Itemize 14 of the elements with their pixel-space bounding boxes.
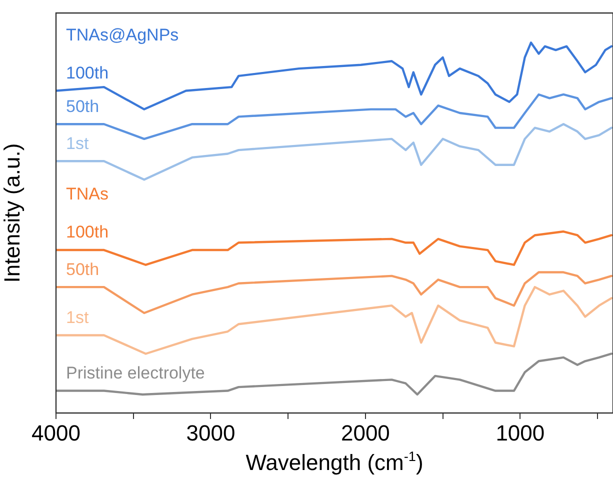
- series-label: 50th: [66, 96, 100, 116]
- annotation: TNAs@AgNPs: [66, 25, 179, 44]
- series-label: 50th: [66, 260, 100, 279]
- series-label: 1st: [66, 134, 89, 153]
- x-tick-label: 2000: [340, 420, 390, 446]
- annotation: TNAs: [66, 184, 108, 204]
- series-label: Pristine electrolyte: [66, 363, 205, 382]
- x-tick-label: 1000: [496, 420, 545, 446]
- series-label: 1st: [66, 308, 89, 327]
- series-label: 100th: [66, 63, 109, 82]
- x-tick-label: 4000: [32, 420, 80, 446]
- series-label: 100th: [66, 222, 109, 242]
- y-axis-title: Intensity (a.u.): [0, 143, 24, 283]
- x-tick-label: 3000: [186, 420, 236, 446]
